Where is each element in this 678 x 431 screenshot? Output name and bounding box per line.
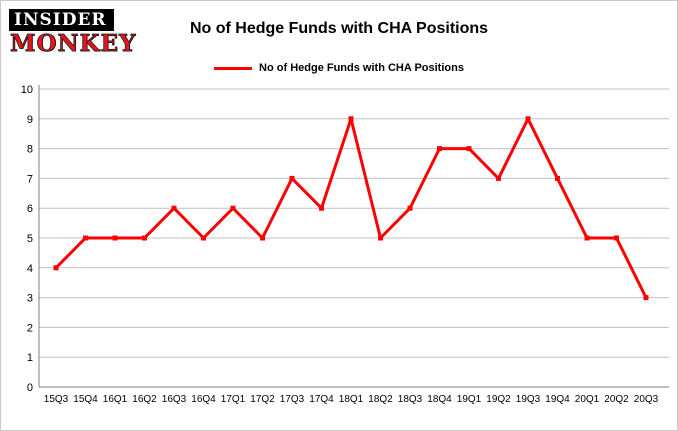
data-point [83, 235, 88, 241]
data-point [466, 146, 472, 152]
x-tick-label: 16Q3 [162, 394, 187, 405]
x-tick-label: 15Q3 [44, 394, 69, 405]
x-tick-label: 17Q2 [250, 394, 275, 405]
y-tick-label: 2 [27, 322, 33, 334]
insider-monkey-logo: INSIDER MONKEY [9, 9, 136, 55]
data-point [378, 235, 383, 241]
x-tick-label: 17Q4 [309, 394, 334, 405]
legend-line-swatch [214, 66, 253, 70]
chart-title: No of Hedge Funds with CHA Positions [189, 20, 489, 37]
legend-label: No of Hedge Funds with CHA Positions [259, 62, 464, 74]
x-tick-label: 17Q1 [221, 394, 246, 405]
x-tick-label: 20Q2 [604, 394, 629, 405]
y-tick-label: 6 [27, 203, 33, 215]
logo-monkey-text: MONKEY [10, 30, 137, 57]
y-tick-label: 1 [27, 352, 33, 364]
data-point [319, 205, 324, 211]
y-tick-label: 8 [27, 144, 33, 156]
x-tick-label: 17Q3 [280, 394, 305, 405]
data-point [555, 175, 560, 181]
data-point [142, 235, 147, 241]
plot-area: 0 1 2 3 4 5 6 7 8 9 10 15Q3 15Q4 16Q1 16Q2 16Q3 16Q4 17Q1… [1, 81, 677, 426]
data-point [53, 265, 59, 271]
x-tick-label: 19Q1 [457, 394, 482, 405]
data-point [496, 175, 501, 181]
line-chart-svg: 0 1 2 3 4 5 6 7 8 9 10 15Q3 15Q4 16Q1 16Q2 16Q3 16Q4 17Q1… [21, 84, 669, 405]
y-tick-label: 5 [27, 233, 33, 245]
y-tick-label: 9 [27, 114, 33, 126]
data-point [407, 205, 413, 211]
legend: No of Hedge Funds with CHA Positions [1, 62, 677, 74]
data-point [437, 146, 442, 152]
data-point [525, 116, 531, 122]
x-tick-label: 16Q1 [103, 394, 128, 405]
data-point [348, 116, 354, 122]
data-point [112, 235, 118, 241]
y-tick-label: 4 [27, 263, 33, 275]
x-tick-label: 18Q3 [398, 394, 423, 405]
y-tick-label: 3 [27, 293, 33, 305]
x-tick-label: 19Q3 [516, 394, 541, 405]
data-point [201, 235, 206, 241]
x-tick-label: 16Q2 [132, 394, 157, 405]
y-tick-label: 0 [27, 382, 33, 394]
data-point [260, 235, 265, 241]
x-tick-label: 16Q4 [191, 394, 216, 405]
x-tick-label: 19Q4 [545, 394, 570, 405]
x-tick-label: 20Q1 [575, 394, 600, 405]
data-point [230, 205, 236, 211]
data-point [614, 235, 619, 241]
x-tick-label: 18Q4 [427, 394, 452, 405]
y-tick-label: 10 [21, 84, 33, 96]
x-tick-label: 18Q1 [339, 394, 364, 405]
x-tick-label: 19Q2 [486, 394, 511, 405]
data-point [584, 235, 590, 241]
data-point [643, 295, 649, 301]
logo-insider-text: INSIDER [9, 9, 114, 31]
data-point [289, 175, 295, 181]
y-tick-label: 7 [27, 173, 33, 185]
x-tick-label: 20Q3 [634, 394, 659, 405]
data-point [171, 205, 177, 211]
x-tick-label: 18Q2 [368, 394, 393, 405]
x-tick-label: 15Q4 [73, 394, 98, 405]
